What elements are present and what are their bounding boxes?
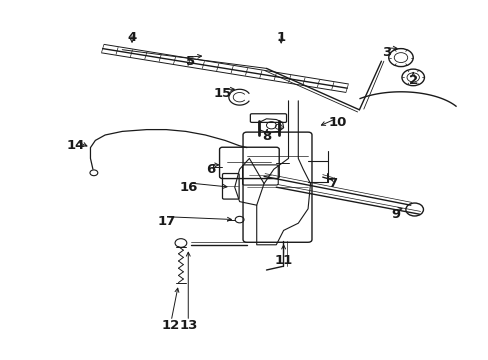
Text: 10: 10: [327, 116, 346, 129]
Text: 6: 6: [205, 163, 214, 176]
Text: 5: 5: [186, 55, 195, 68]
Text: 3: 3: [381, 46, 390, 59]
Text: 1: 1: [276, 31, 285, 44]
Text: 11: 11: [274, 255, 292, 267]
Text: 15: 15: [213, 87, 231, 100]
Text: 17: 17: [157, 215, 175, 228]
Text: 12: 12: [162, 319, 180, 332]
Text: 14: 14: [66, 139, 85, 152]
Text: 8: 8: [262, 130, 270, 143]
Text: 2: 2: [408, 75, 417, 87]
Text: 7: 7: [327, 177, 336, 190]
Text: 16: 16: [179, 181, 197, 194]
Text: 9: 9: [391, 208, 400, 221]
Text: 13: 13: [179, 319, 197, 332]
Text: 4: 4: [127, 31, 136, 44]
